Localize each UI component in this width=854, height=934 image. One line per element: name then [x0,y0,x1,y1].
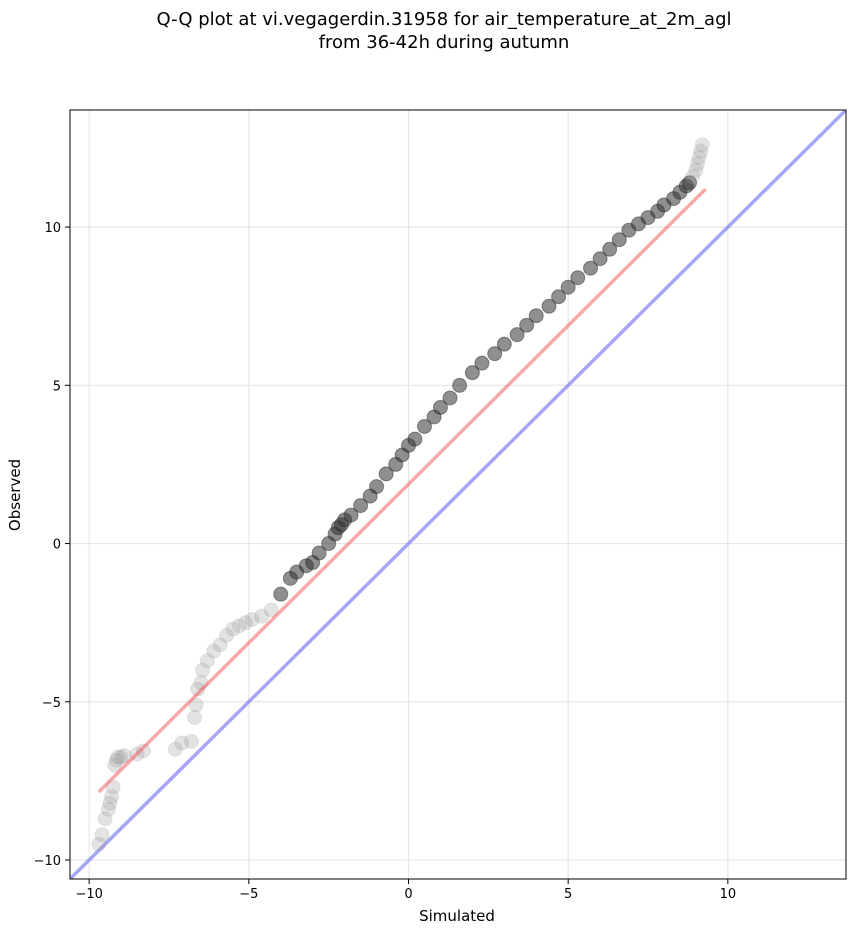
quantile-point [519,317,535,333]
quantile-point [583,260,599,276]
quantile-point [273,586,289,602]
quantile-point [113,749,129,765]
quantile-point [474,355,490,371]
quantile-point [685,168,701,184]
x-axis-label: Simulated [419,907,495,925]
quantile-point [187,710,203,726]
quantile-point [487,346,503,362]
quantile-point [104,789,120,805]
quantile-point [100,801,116,817]
quantile-point [602,241,618,257]
quantile-point [206,643,222,659]
reference-line [70,110,846,879]
quantile-point [611,232,627,248]
quantile-point [551,289,567,305]
quantile-point [231,618,247,634]
quantile-point [91,836,107,852]
y-tick-label: 5 [53,379,61,394]
quantile-point [688,162,704,178]
x-tick-label: 5 [564,887,572,902]
quantile-point [195,662,211,678]
quantile-point [135,743,151,759]
quantile-point [693,143,709,159]
quantile-point [225,621,241,637]
quantile-point [541,298,557,314]
x-tick-label: 0 [404,887,412,902]
quantile-point [694,137,710,153]
quantile-point [212,637,228,653]
quantile-point [690,156,706,172]
y-tick-label: −10 [34,854,61,869]
quantile-point [452,377,468,393]
quantile-point [592,251,608,267]
quantile-point [464,365,480,381]
quantile-point [174,735,190,751]
quantile-point [199,653,215,669]
quantile-point [105,779,121,795]
quantile-point [560,279,576,295]
chart-title-line-2: from 36-42h during autumn [319,32,570,53]
y-axis-label: Observed [6,459,24,531]
quantile-point [244,612,260,628]
quantile-point [183,733,199,749]
quantile-point [369,479,385,495]
plot-data-group [70,110,846,879]
quantile-point [528,308,544,324]
quantile-point [110,749,126,765]
quantile-point [254,608,270,624]
quantile-point [116,748,132,764]
chart-title-line-1: Q-Q plot at vi.vegagerdin.31958 for air_… [157,9,732,30]
quantile-point [218,627,234,643]
x-tick-label: 10 [720,887,737,902]
quantile-point [238,615,254,631]
quantile-point [108,752,124,768]
quantile-point [682,175,698,191]
quantile-point [570,270,586,286]
y-tick-label: −5 [42,696,61,711]
quantile-point [691,149,707,165]
chart-title: Q-Q plot at vi.vegagerdin.31958 for air_… [157,9,732,53]
quantile-point [263,602,279,618]
quantile-point [188,697,204,713]
plot-area: −10 −5 0 5 10 −10 −5 0 5 10 [34,109,847,902]
quantile-point [407,431,423,447]
y-tick-label: 0 [53,538,61,553]
y-tick-label: 10 [44,221,61,236]
quantile-point [442,390,458,406]
quantile-point [94,827,110,843]
quantile-point [378,466,394,482]
x-tick-label: −5 [239,887,258,902]
quantile-point [416,418,432,434]
quantile-point [97,811,113,827]
x-tick-label: −10 [75,887,102,902]
quantile-point [107,757,123,773]
axes-frame [69,109,847,880]
quantile-point [432,399,448,415]
quantile-point [102,795,118,811]
quantile-point [509,327,525,343]
fit-line [97,187,707,794]
quantile-point [353,498,369,514]
quantile-point [496,336,512,352]
quantile-point [343,507,359,523]
quantile-point [167,741,183,757]
quantile-point [311,545,327,561]
